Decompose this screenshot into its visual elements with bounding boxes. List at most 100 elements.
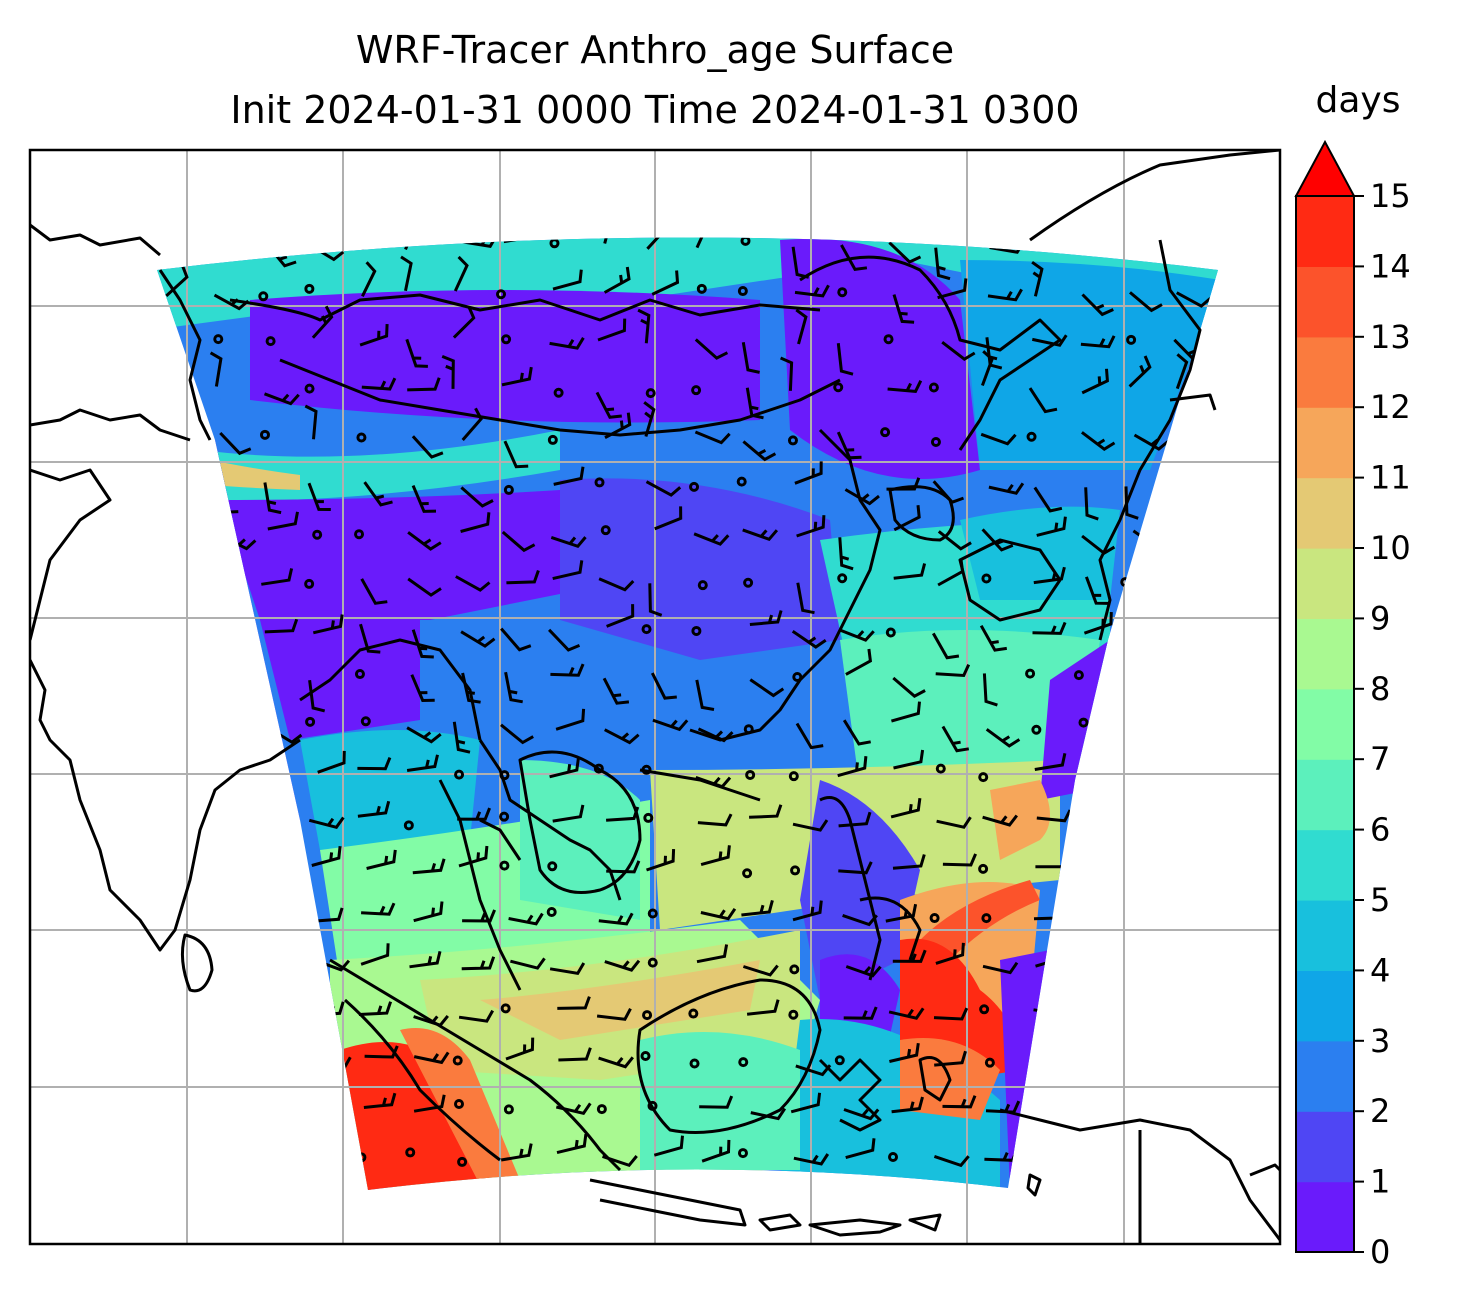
calm-wind-marker [696, 283, 707, 294]
map-title-line-2: Init 2024-01-31 0000 Time 2024-01-31 030… [230, 88, 1080, 132]
wind-barb [699, 1095, 734, 1109]
calm-wind-marker [312, 529, 323, 540]
calm-wind-marker [503, 484, 514, 495]
wind-barb [606, 604, 635, 628]
calm-wind-marker [978, 772, 989, 783]
calm-wind-marker [454, 769, 465, 780]
wind-barb [695, 237, 711, 249]
wind-barb [549, 758, 580, 779]
colorbar-tick-label: 15 [1370, 177, 1411, 215]
colorbar-segment [1296, 618, 1354, 690]
wind-barb [652, 718, 689, 732]
wind-barb [219, 431, 252, 456]
calm-wind-marker [593, 763, 604, 774]
wind-barb [885, 903, 918, 923]
wind-barb [654, 506, 683, 531]
wind-barb [887, 380, 923, 393]
colorbar-tick-label: 5 [1370, 881, 1390, 919]
wind-barb [838, 811, 872, 828]
wind-barb [307, 482, 331, 511]
wind-barb [980, 350, 994, 387]
wind-barb [311, 846, 342, 867]
wind-barb [308, 816, 345, 830]
wind-barb [985, 1100, 1021, 1114]
wind-barb [1081, 534, 1116, 556]
wind-barb [941, 341, 976, 362]
wind-barb [407, 377, 441, 392]
wind-barb [500, 723, 534, 745]
calm-wind-marker [691, 385, 702, 396]
wind-barb [845, 1138, 876, 1160]
calm-wind-marker [258, 291, 269, 302]
wind-barb [361, 902, 396, 916]
wind-barb [500, 627, 532, 652]
wind-barb [357, 757, 392, 771]
calm-wind-marker [787, 435, 798, 446]
calm-wind-marker [788, 1009, 799, 1020]
wind-barb [1124, 486, 1139, 520]
wind-barb [837, 756, 868, 778]
wind-barb [501, 530, 536, 553]
calm-wind-marker [1126, 334, 1137, 345]
colorbar-tick-label: 6 [1370, 811, 1390, 849]
wind-barb [936, 816, 972, 829]
calm-wind-marker [689, 1058, 700, 1069]
calm-wind-marker [304, 383, 315, 394]
calm-wind-marker [1078, 717, 1089, 728]
wind-barb [267, 511, 299, 531]
wind-barb [646, 237, 669, 250]
wind-barb [556, 1133, 588, 1155]
wind-barb [886, 477, 921, 491]
wind-barb [413, 1094, 446, 1113]
calm-wind-marker [979, 1004, 990, 1015]
wind-barb [843, 1006, 878, 1020]
wind-barb [1083, 612, 1113, 635]
wind-barb [791, 246, 810, 279]
calm-wind-marker [500, 1003, 511, 1014]
wind-barb [742, 964, 779, 977]
wind-barb [317, 750, 346, 774]
wind-barb [796, 582, 815, 615]
wind-barb [745, 387, 764, 420]
calm-wind-marker [981, 913, 992, 924]
colorbar-tick-label: 9 [1370, 599, 1390, 637]
wind-barb [697, 727, 734, 743]
wind-barb [935, 942, 965, 965]
colorbar-segment [1296, 266, 1354, 338]
wind-barb [934, 1050, 967, 1067]
wind-barb [796, 515, 826, 538]
wind-barb [836, 431, 862, 460]
colorbar-segment [1296, 477, 1354, 549]
wind-barb [892, 854, 926, 870]
wind-barb [359, 623, 381, 654]
wind-barb [933, 1154, 970, 1168]
calm-wind-marker [642, 1010, 653, 1021]
wind-barb [552, 804, 585, 823]
colorbar-segment [1296, 900, 1354, 971]
wind-barb [1033, 566, 1066, 585]
wind-barb [506, 570, 540, 585]
colorbar-segment [1296, 196, 1354, 267]
wind-barb [890, 798, 922, 819]
calm-wind-marker [1025, 668, 1036, 679]
wind-barb [1080, 335, 1116, 349]
wind-barb [1128, 355, 1152, 388]
wind-barb [597, 318, 627, 342]
wind-barb [1081, 368, 1109, 395]
wind-barb [1175, 353, 1189, 390]
calm-wind-marker [647, 1100, 658, 1111]
wind-barb [406, 726, 442, 744]
wind-barb [500, 1143, 533, 1162]
wind-barb [361, 377, 397, 391]
wind-barb [549, 962, 586, 976]
calm-wind-marker [834, 1055, 845, 1066]
calm-wind-marker [736, 476, 747, 487]
wind-barb [937, 530, 972, 551]
wind-barb [643, 401, 656, 437]
wind-barb [980, 432, 1017, 446]
wind-barb [892, 949, 927, 963]
wind-barb [791, 629, 827, 649]
wind-barb [693, 532, 730, 546]
calm-wind-marker [928, 382, 939, 393]
